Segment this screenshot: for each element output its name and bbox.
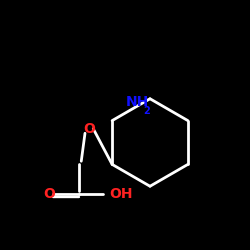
Text: O: O: [43, 187, 55, 201]
Text: OH: OH: [109, 187, 132, 201]
Text: NH: NH: [126, 95, 149, 110]
Text: O: O: [83, 122, 95, 136]
Text: 2: 2: [143, 106, 150, 116]
